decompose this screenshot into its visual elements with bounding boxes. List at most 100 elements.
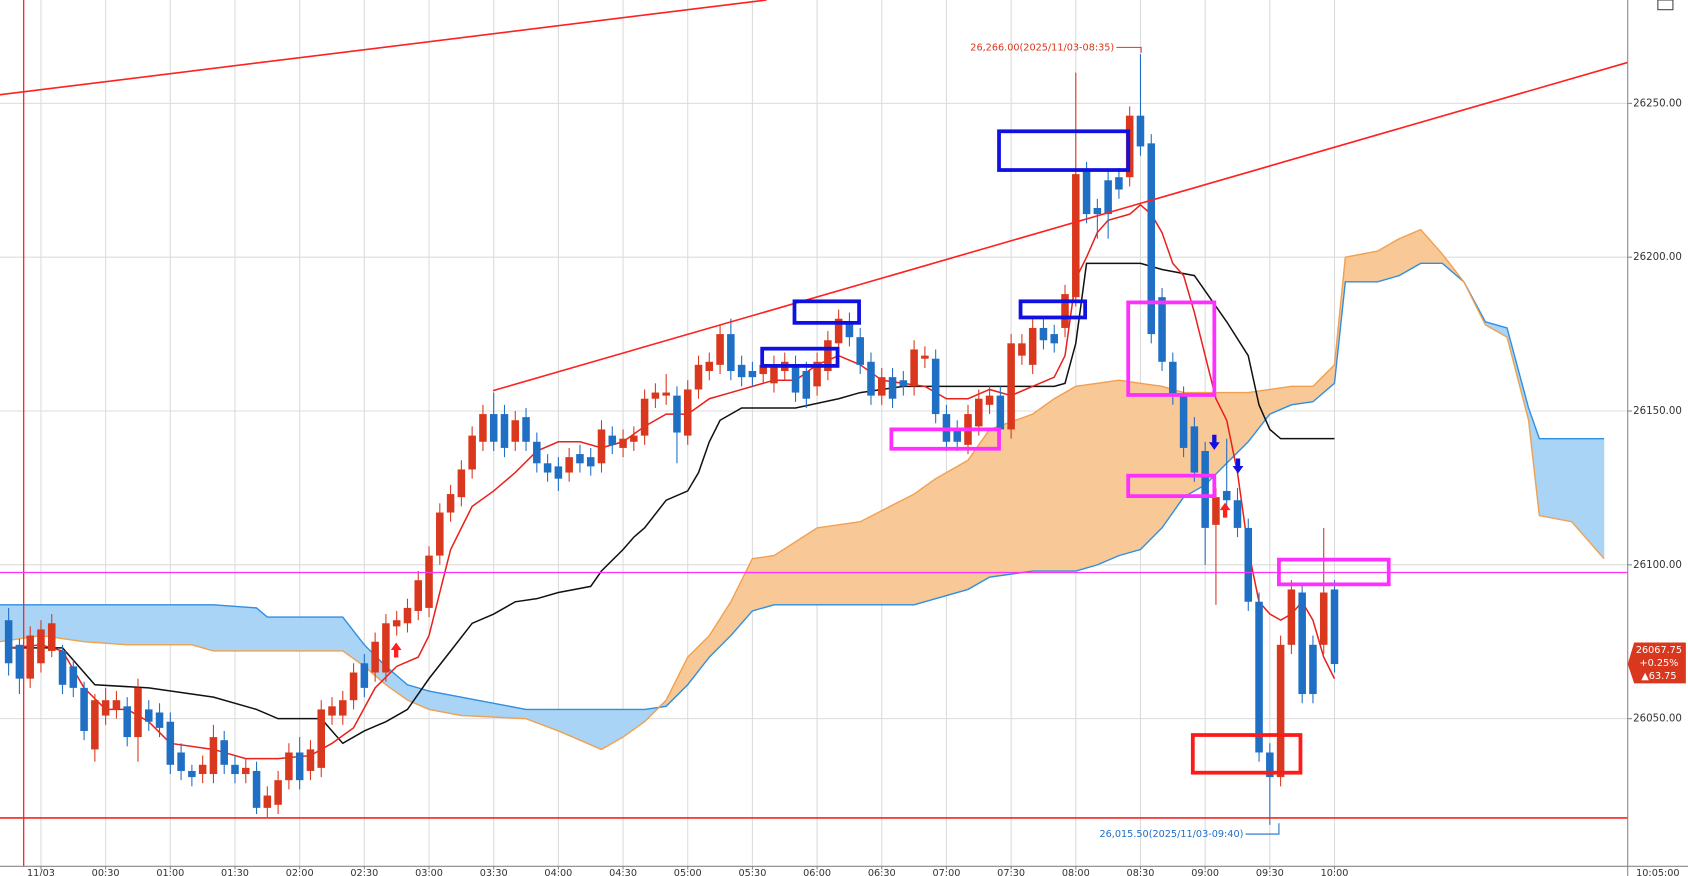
candle-body	[58, 650, 67, 685]
up-arrow	[1219, 502, 1231, 518]
candle-body	[953, 429, 961, 442]
trendline	[0, 0, 767, 96]
candle-body	[640, 398, 649, 436]
candle-body	[727, 334, 735, 372]
cloud-segment	[913, 478, 936, 606]
trendline	[492, 61, 1628, 392]
candle-body	[425, 555, 433, 608]
candle-body	[112, 700, 121, 710]
candle-body	[662, 392, 670, 396]
candle-body	[306, 749, 315, 771]
candle-body	[1287, 589, 1296, 645]
box	[1190, 733, 1303, 775]
candle-body	[1147, 143, 1156, 335]
candle-body	[500, 414, 509, 448]
low-annotation: 26,015.50(2025/11/03-09:40)	[1099, 829, 1243, 840]
candle-body	[37, 629, 45, 664]
candle-body	[134, 687, 142, 738]
x-tick-label: 04:30	[609, 868, 637, 876]
candle-body	[1093, 207, 1102, 215]
x-tick-label: 08:00	[1062, 868, 1090, 876]
candle-body	[220, 740, 228, 765]
box	[889, 427, 1001, 451]
candle-body	[1233, 500, 1242, 528]
candle-body	[231, 764, 239, 775]
candle-body	[673, 395, 681, 433]
candle-body	[791, 364, 800, 393]
annotation-leader	[1245, 823, 1280, 835]
candle-body	[274, 780, 282, 805]
candle-body	[436, 512, 444, 556]
candle-body	[101, 700, 110, 716]
blue-boxes	[760, 129, 1131, 368]
candle-body	[1169, 361, 1177, 396]
x-tick-label: 05:00	[674, 868, 702, 876]
down-arrow	[1208, 434, 1220, 450]
candle-body	[392, 620, 401, 627]
cloud-segment	[1097, 379, 1120, 566]
candle-body	[1072, 174, 1080, 298]
candle-body	[209, 737, 218, 775]
cloud-segment	[1539, 438, 1572, 523]
cloud-segment	[935, 459, 969, 600]
candle-body	[856, 337, 864, 365]
candle-body	[47, 623, 56, 651]
candle-body	[457, 469, 466, 498]
candle-body	[1255, 601, 1263, 753]
last-price: 26067.75	[1636, 645, 1682, 656]
candle-body	[198, 764, 207, 775]
clock: 10:05:00	[1636, 868, 1679, 876]
candle-body	[349, 672, 358, 701]
box	[792, 299, 861, 325]
candle-body	[511, 420, 520, 442]
x-tick-label: 02:00	[286, 868, 314, 876]
candle-body	[69, 666, 78, 688]
candle-body	[446, 494, 455, 513]
candle-body	[1244, 527, 1253, 602]
candle-body	[1104, 180, 1112, 215]
user-drawings: 26,266.00(2025/11/03-08:35) 26,015.50(20…	[0, 0, 1628, 867]
candle-body	[1319, 592, 1328, 645]
box	[1277, 557, 1391, 587]
candle-body	[878, 377, 886, 396]
candle-body	[586, 457, 595, 467]
panel-icon[interactable]	[1657, 0, 1674, 11]
box	[1126, 473, 1217, 498]
candle-body	[1298, 592, 1306, 695]
ichimoku-cloud	[0, 228, 1605, 751]
candle-body	[759, 364, 767, 375]
magenta-boxes	[889, 300, 1391, 587]
cloud-segment	[1140, 383, 1163, 551]
candle-body	[597, 429, 606, 464]
candle-body	[144, 709, 153, 722]
cloud-segment	[752, 555, 775, 612]
candle-body	[630, 435, 638, 442]
candle-body	[1050, 334, 1059, 344]
candle-body	[683, 389, 692, 436]
cloud-segment	[1118, 379, 1141, 556]
candle-body	[1201, 451, 1209, 528]
box	[997, 129, 1131, 172]
cloud-segment	[1032, 398, 1055, 572]
cloud-segment	[267, 616, 344, 652]
x-tick-label: 01:30	[221, 868, 249, 876]
x-tick-label: 06:00	[803, 868, 831, 876]
candle-body	[1136, 115, 1145, 147]
candle-body	[317, 709, 325, 768]
candle-body	[694, 364, 703, 390]
candle-body	[80, 687, 88, 731]
candle-body	[1330, 589, 1339, 665]
candle-body	[576, 454, 584, 464]
candle-body	[414, 580, 423, 611]
x-tick-label: 11/03	[27, 868, 55, 876]
candle-body	[242, 767, 250, 775]
cloud-segment	[1053, 385, 1077, 572]
candle-body	[737, 364, 746, 378]
y-tick-label: 26150.00	[1633, 406, 1682, 417]
box	[1126, 300, 1217, 397]
candle-body	[565, 457, 573, 473]
candle-body	[651, 392, 660, 399]
candle-body	[252, 770, 261, 808]
